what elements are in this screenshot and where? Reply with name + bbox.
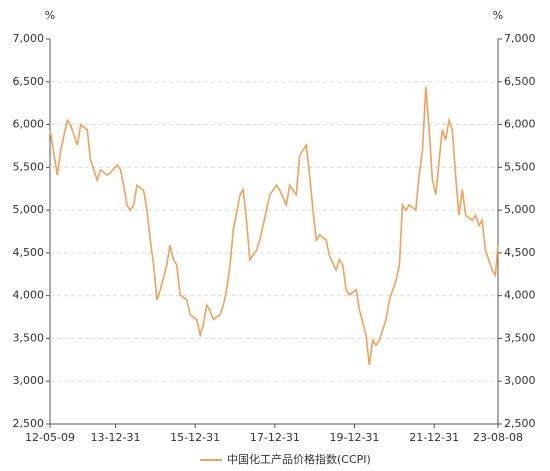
y-unit: % xyxy=(45,9,55,22)
y-tick-label: 6,000 xyxy=(13,118,45,131)
y-tick-label: 4,500 xyxy=(13,246,45,259)
x-tick-label: 19-12-31 xyxy=(330,431,380,444)
y-tick-label: 5,000 xyxy=(13,203,45,216)
y2-tick-label: 5,000 xyxy=(504,203,536,216)
y2-tick-label: 7,000 xyxy=(504,32,536,45)
y2-tick-label: 2,500 xyxy=(504,417,536,430)
x-tick-label: 23-08-08 xyxy=(473,431,523,444)
x-tick-label: 17-12-31 xyxy=(250,431,300,444)
legend-label: 中国化工产品价格指数(CCPI) xyxy=(227,452,371,466)
y-tick-label: 5,500 xyxy=(13,160,45,173)
x-tick-label: 12-05-09 xyxy=(25,431,75,444)
y-tick-label: 3,000 xyxy=(13,374,45,387)
x-tick-label: 13-12-31 xyxy=(91,431,141,444)
y2-tick-label: 6,000 xyxy=(504,118,536,131)
y-tick-label: 4,000 xyxy=(13,289,45,302)
series-line xyxy=(49,86,499,366)
y2-tick-label: 5,500 xyxy=(504,160,536,173)
y2-unit: % xyxy=(493,9,503,22)
y2-tick-label: 4,500 xyxy=(504,246,536,259)
x-tick-label: 21-12-31 xyxy=(409,431,459,444)
x-tick-label: 15-12-31 xyxy=(170,431,220,444)
y2-tick-label: 3,000 xyxy=(504,374,536,387)
y-tick-label: 3,500 xyxy=(13,331,45,344)
y-tick-label: 6,500 xyxy=(13,75,45,88)
y-tick-label: 7,000 xyxy=(13,32,45,45)
y2-tick-label: 4,000 xyxy=(504,289,536,302)
y-tick-label: 2,500 xyxy=(13,417,45,430)
y2-tick-label: 3,500 xyxy=(504,331,536,344)
y2-tick-label: 6,500 xyxy=(504,75,536,88)
